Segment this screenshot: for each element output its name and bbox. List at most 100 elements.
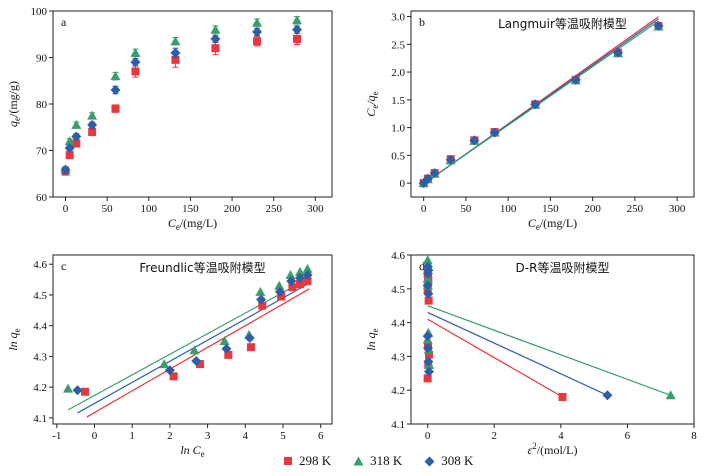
x-tick-label: 2 (167, 430, 173, 442)
x-tick-label: 300 (669, 203, 686, 215)
legend-item-298k: 298 K (283, 453, 331, 469)
y-tick-label: 4.5 (391, 284, 405, 296)
data-point-298-k (169, 372, 178, 381)
data-point-318-k (274, 280, 285, 290)
data-point-318-k (130, 47, 141, 57)
data-point-318-k (665, 390, 676, 400)
data-point-318-k (422, 255, 433, 265)
x-axis-label: Ce/(mg/L) (168, 216, 217, 232)
data-point-298-k (423, 374, 432, 383)
data-point-308-k (221, 343, 232, 354)
data-point-308-k (274, 286, 285, 297)
data-point-308-k (302, 269, 313, 280)
y-tick-label: 2.0 (391, 67, 405, 79)
data-point-308-k (130, 57, 141, 68)
data-point-308-k (423, 366, 434, 377)
data-point-298-k (293, 34, 302, 43)
data-point-318-k (292, 15, 303, 25)
data-point-318-k (110, 71, 121, 81)
data-point-308-k (164, 365, 175, 376)
x-tick-label: 250 (265, 203, 282, 215)
data-point-308-k (292, 24, 303, 35)
plot-frame (52, 10, 333, 198)
y-tick-label: 80 (36, 99, 48, 111)
data-point-308-k (286, 276, 297, 287)
x-tick-label: 2 (491, 430, 497, 442)
data-point-308-k (422, 173, 433, 184)
data-point-298-k (424, 350, 433, 359)
data-point-298-k (211, 44, 220, 53)
data-point-308-k (244, 332, 255, 343)
plot-frame (410, 10, 695, 198)
data-point-318-k (87, 110, 98, 120)
x-tick-label: 150 (542, 203, 559, 215)
triangle-marker-icon (353, 456, 364, 466)
legend: 298 K 318 K 308 K (283, 452, 473, 470)
data-point-318-k (302, 263, 313, 273)
data-point-298-k (72, 139, 81, 148)
data-point-308-k (422, 342, 433, 353)
y-tick-label: 3.0 (391, 12, 405, 24)
x-tick-label: 250 (627, 203, 644, 215)
data-point-308-k (612, 47, 623, 58)
chart-title: Langmuir等温吸附模型 (498, 17, 627, 31)
fit-line-318-k (67, 277, 310, 411)
x-tick-label: 6 (318, 430, 324, 442)
data-point-308-k (445, 154, 456, 165)
data-point-298-k (88, 127, 97, 136)
panel-label: a (61, 15, 67, 29)
y-tick-label: 4.4 (391, 318, 405, 330)
y-axis-label: Ce/qe (364, 91, 380, 116)
data-point-318-k (189, 345, 200, 355)
x-tick-label: -1 (52, 430, 61, 442)
panel-label: b (419, 15, 425, 29)
plot-frame (410, 254, 695, 425)
y-tick-label: 4.5 (33, 290, 47, 302)
x-tick-label: 150 (182, 203, 199, 215)
data-point-298-k (81, 387, 90, 396)
data-point-298-k (253, 37, 262, 46)
data-point-298-k (111, 104, 120, 113)
data-point-318-k (294, 266, 305, 276)
data-point-308-k (210, 33, 221, 44)
y-tick-label: 4.2 (391, 385, 405, 397)
y-axis-label: ln qe (364, 328, 380, 350)
x-tick-label: 8 (691, 430, 697, 442)
data-point-308-k (294, 273, 305, 284)
data-point-318-k (63, 383, 74, 393)
legend-label-318k: 318 K (370, 453, 403, 468)
data-point-318-k (252, 17, 263, 27)
y-tick-label: 90 (36, 53, 48, 65)
chart-panel-c: -1 0 1 2 3 4 5 6 4.1 4.2 4.3 4.4 4.5 4.6 c Freundlic等温吸… (6, 254, 333, 459)
y-tick-label: 4.3 (391, 351, 405, 363)
data-point-308-k (429, 168, 440, 179)
data-point-298-k (196, 360, 205, 369)
x-tick-label: 0 (421, 203, 427, 215)
x-axis-label: Ce/(mg/L) (528, 216, 577, 232)
data-point-298-k (424, 296, 433, 305)
data-point-298-k (558, 392, 567, 401)
plot-frame (52, 254, 333, 425)
legend-item-308k: 308 K (424, 453, 473, 469)
data-point-318-k (71, 119, 82, 129)
data-point-318-k (219, 336, 230, 346)
data-point-308-k (72, 385, 83, 396)
data-point-298-k (65, 151, 74, 160)
y-tick-label: 4.4 (33, 321, 47, 333)
data-point-298-k (131, 67, 140, 76)
data-point-308-k (422, 261, 433, 272)
x-tick-label: 100 (141, 203, 158, 215)
chart-panel-b: 0 50 100 150 200 250 300 0 0.5 1.0 1.5 2.0 2.5 3.0 b La… (364, 10, 695, 232)
data-point-308-k (87, 119, 98, 130)
data-point-298-k (171, 55, 180, 64)
data-point-308-k (423, 288, 434, 299)
data-point-318-k (255, 286, 266, 296)
x-tick-label: 300 (307, 203, 324, 215)
chart-title: Freundlic等温吸附模型 (139, 261, 265, 275)
x-tick-label: 5 (280, 430, 286, 442)
x-tick-label: 0 (92, 430, 98, 442)
chart-title: D-R等温吸附模型 (516, 261, 610, 275)
y-tick-label: 4.6 (33, 259, 47, 271)
data-point-308-k (469, 135, 480, 146)
